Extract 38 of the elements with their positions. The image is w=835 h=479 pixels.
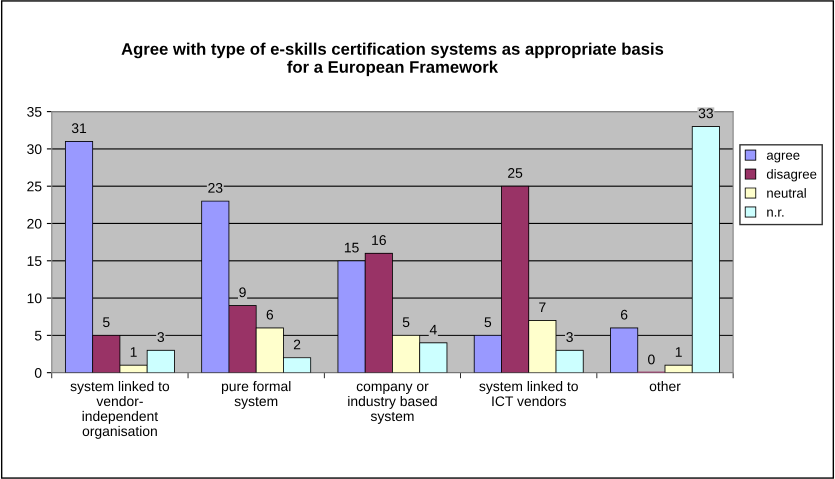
y-tick-label: 0 — [34, 368, 42, 378]
data-label: 4 — [430, 324, 437, 334]
data-label: 6 — [266, 310, 274, 320]
data-label: 5 — [402, 317, 410, 328]
data-label: 3 — [157, 332, 164, 342]
data-label: 6 — [620, 310, 628, 320]
x-tick-label: pure formal system — [222, 380, 290, 409]
data-label: 5 — [484, 317, 492, 328]
data-label: 3 — [566, 332, 573, 342]
data-label: 25 — [508, 168, 522, 178]
legend-label: n.r. — [767, 210, 784, 217]
x-tick-label: company or industry based system — [348, 384, 437, 424]
chart-title: Agree with type of e-skills certification systems as appropriate basis for a European Framework — [121, 42, 664, 76]
data-label: 16 — [372, 235, 386, 246]
y-tick-label: 20 — [27, 218, 42, 229]
y-tick-label: 35 — [27, 106, 42, 117]
y-tick-label: 10 — [28, 293, 42, 304]
data-label: 1 — [130, 347, 137, 357]
x-tick-label: system linked to vendor- independent organisation — [70, 380, 170, 439]
y-tick-label: 25 — [27, 182, 42, 192]
x-tick-label: system linked to ICT vendors — [479, 380, 578, 406]
data-label: 2 — [294, 340, 300, 350]
data-label: 1 — [676, 347, 682, 357]
data-label: 33 — [698, 108, 713, 118]
data-label: 5 — [102, 317, 110, 328]
data-label: 0 — [648, 354, 655, 364]
y-tick-label: 30 — [27, 144, 42, 154]
legend-label: neutral — [767, 188, 806, 198]
legend-label: disagree — [766, 169, 816, 182]
y-tick-label: 15 — [28, 256, 42, 266]
data-label: 31 — [72, 123, 86, 134]
data-label: 15 — [344, 242, 359, 252]
legend-label: agree — [766, 152, 800, 162]
data-label: 9 — [239, 287, 246, 298]
x-tick-label: other — [650, 380, 681, 392]
data-label: 23 — [208, 182, 222, 193]
y-tick-label: 5 — [34, 330, 42, 341]
data-label: 7 — [539, 302, 546, 312]
